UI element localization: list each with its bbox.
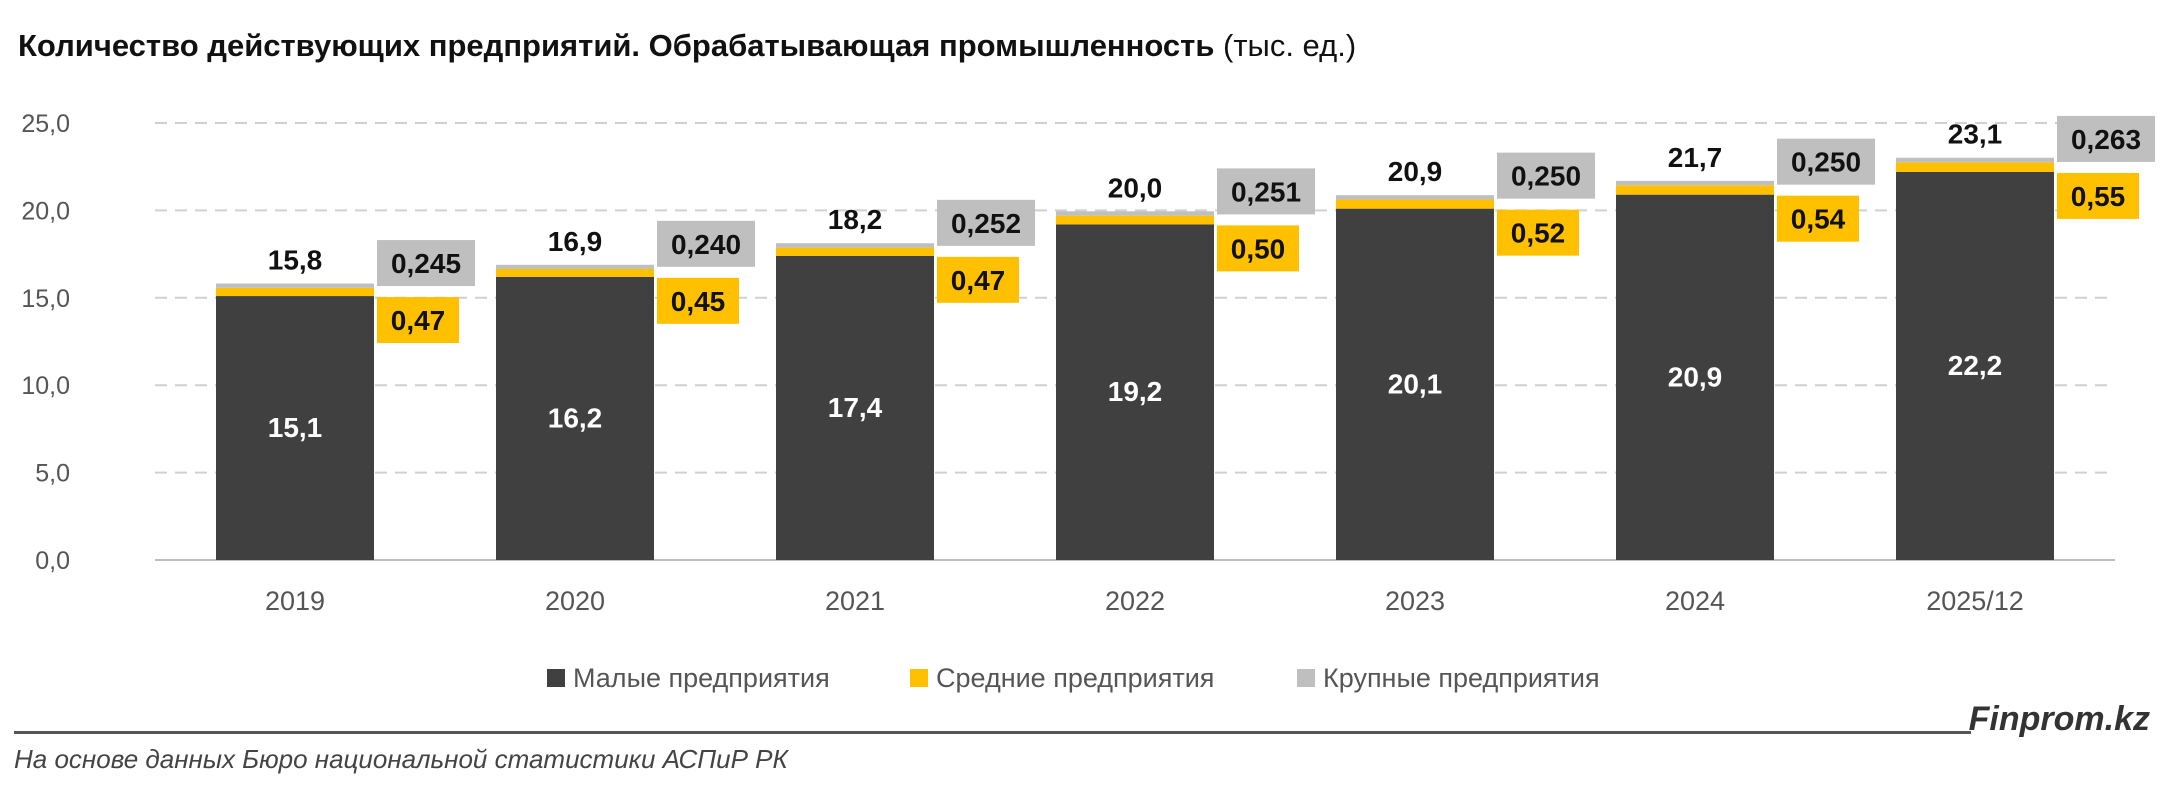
bar-small [1896,171,2054,560]
brand-logo: Finprom.kz [1968,700,2150,738]
data-label-medium-box [657,277,739,324]
data-label-medium-box [1217,225,1299,272]
data-label-total: 20,9 [1388,156,1443,187]
bar-medium [1896,162,2054,172]
legend: Малые предприятия Средние предприятия Круп… [547,663,1600,693]
y-tick-label: 5,0 [35,460,70,488]
data-label-medium-box [1777,195,1859,242]
data-label-small: 19,2 [1108,376,1163,407]
data-label-medium: 0,50 [1231,233,1286,264]
data-label-medium: 0,54 [1791,204,1846,235]
bar-small [1336,208,1494,561]
x-tick-label: 2022 [1105,586,1165,616]
data-label-medium: 0,47 [391,305,446,336]
data-label-small: 17,4 [828,392,883,423]
x-axis: 2019 2020 2021 2022 2023 2024 2025/12 [265,586,2024,616]
chart-title-unit: (тыс. ед.) [1223,28,1357,63]
data-label-medium: 0,45 [671,286,726,317]
bar-small [776,255,934,560]
y-tick-label: 25,0 [21,110,70,138]
data-label-total: 23,1 [1948,119,2003,150]
data-label-large-box [657,220,755,267]
data-label-large-box [2057,115,2155,162]
bar-medium [1616,185,1774,195]
legend-label: Средние предприятия [936,663,1214,693]
data-label-total: 21,7 [1668,142,1723,173]
data-label-total: 20,0 [1108,172,1163,203]
data-label-large-box [937,199,1035,246]
data-label-large: 0,240 [671,229,741,260]
data-label-large-box [1777,138,1875,185]
bar-large [496,264,654,269]
chart: 0,0 5,0 10,0 15,0 20,0 25,0 15,1 15,8 0,47 0,245… [21,110,2155,693]
bar-large [1616,180,1774,186]
bar-small [496,276,654,560]
bar-large [1056,211,1214,216]
y-tick-label: 0,0 [35,547,70,575]
data-label-large-box [1497,152,1595,199]
bars: 15,1 15,8 0,47 0,245 16,2 16,9 0,45 0,240 17,4 18… [216,115,2155,561]
x-tick-label: 2020 [545,586,605,616]
data-label-large: 0,252 [951,208,1021,239]
bar-medium [1056,215,1214,225]
chart-title-main: Количество действующих предприятий. Обра… [18,28,1215,63]
legend-label: Крупные предприятия [1323,663,1600,693]
data-label-medium-box [377,297,459,344]
data-label-small: 22,2 [1948,350,2003,381]
x-tick-label: 2021 [825,586,885,616]
bar-large [1896,157,2054,163]
data-label-total: 15,8 [268,245,323,276]
y-tick-label: 20,0 [21,197,70,225]
data-label-small: 15,1 [268,412,323,443]
data-label-small: 16,2 [548,402,603,433]
data-label-medium-box [2057,172,2139,219]
footer-divider [14,731,1971,734]
data-label-total: 18,2 [828,204,883,235]
data-label-large: 0,245 [391,248,461,279]
bar-large [216,283,374,288]
data-label-large: 0,263 [2071,124,2141,155]
bar-medium [1336,199,1494,209]
data-label-large: 0,250 [1511,161,1581,192]
data-label-medium: 0,52 [1511,218,1566,249]
bar-small [1056,224,1214,560]
bar-small [216,296,374,560]
bar-large [776,243,934,248]
data-label-small: 20,9 [1668,361,1723,392]
x-tick-label: 2024 [1665,586,1725,616]
legend-swatch [910,669,928,687]
data-label-medium: 0,55 [2071,181,2126,212]
x-tick-label: 2019 [265,586,325,616]
y-tick-label: 10,0 [21,372,70,400]
bar-small [1616,194,1774,560]
x-tick-label: 2023 [1385,586,1445,616]
bar-large [1336,195,1494,200]
bar-medium [496,268,654,277]
legend-swatch [547,669,565,687]
data-label-large: 0,250 [1791,147,1861,178]
data-label-small: 20,1 [1388,368,1443,399]
data-label-medium: 0,47 [951,265,1006,296]
bar-medium [776,247,934,256]
x-tick-label: 2025/12 [1926,586,2024,616]
source-note: На основе данных Бюро национальной стати… [14,744,788,774]
data-label-large-box [377,240,475,287]
data-label-total: 16,9 [548,226,603,257]
data-label-medium-box [937,256,1019,303]
y-axis: 0,0 5,0 10,0 15,0 20,0 25,0 [21,110,70,575]
legend-swatch [1297,669,1315,687]
bar-medium [216,287,374,297]
data-label-large: 0,251 [1231,176,1301,207]
y-tick-label: 15,0 [21,285,70,313]
legend-label: Малые предприятия [573,663,830,693]
chart-title: Количество действующих предприятий. Обра… [18,28,1356,64]
data-label-large-box [1217,168,1315,215]
data-label-medium-box [1497,209,1579,256]
